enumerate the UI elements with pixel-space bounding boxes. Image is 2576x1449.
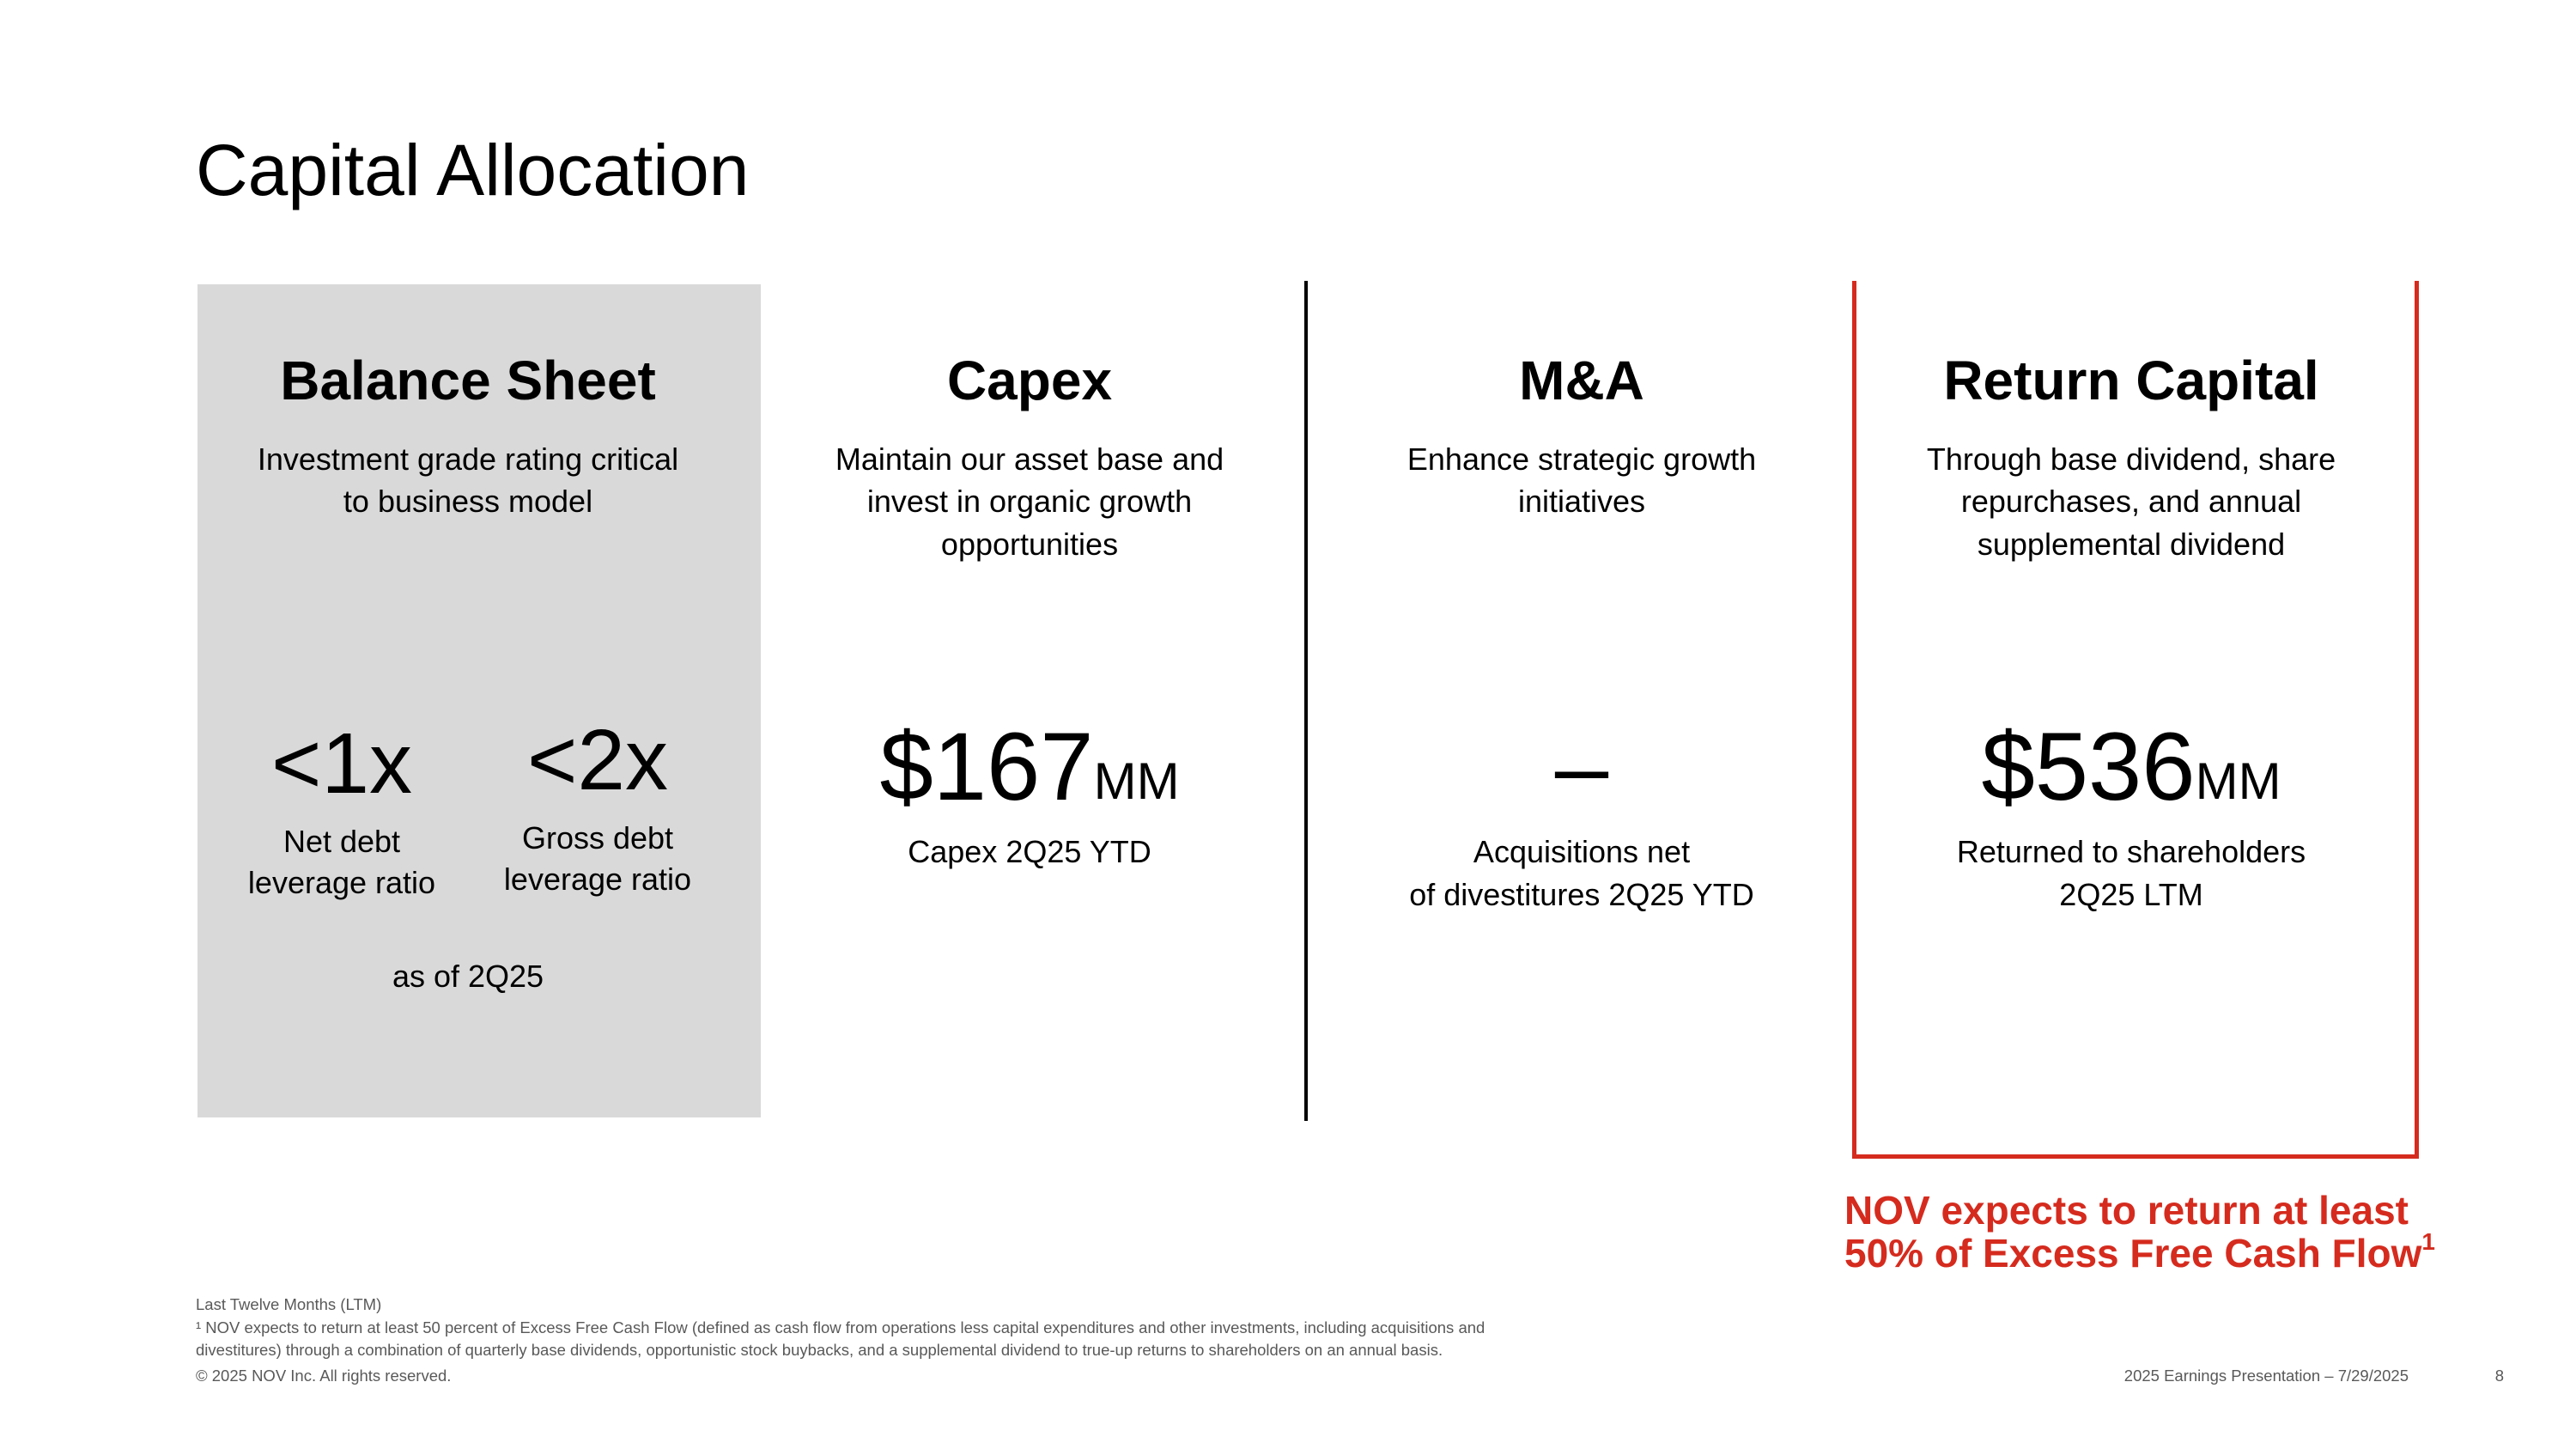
return-capital-frame — [1852, 281, 2419, 1159]
metric-label: leverage ratio — [503, 861, 692, 897]
copyright: © 2025 NOV Inc. All rights reserved. — [196, 1366, 452, 1385]
column-heading: Capex — [946, 350, 1113, 411]
callout-line: NOV expects to return at least — [1844, 1188, 2409, 1233]
column-note: as of 2Q25 — [392, 959, 544, 994]
metric-label: of divestitures 2Q25 YTD — [1409, 877, 1754, 912]
metric-label: Capex 2Q25 YTD — [908, 834, 1151, 869]
column-heading: Return Capital — [1943, 350, 2319, 411]
metric-value: $167 — [879, 713, 1094, 820]
divider — [1304, 281, 1308, 1121]
callout-superscript: 1 — [2421, 1228, 2435, 1255]
column-description: initiatives — [1517, 484, 1646, 519]
page-number: 8 — [2494, 1366, 2504, 1385]
column-description: Maintain our asset base and — [835, 441, 1224, 477]
metric-label: Acquisitions net — [1473, 834, 1691, 869]
metric-label: Net debt — [283, 824, 401, 859]
slide-title: Capital Allocation — [196, 130, 750, 210]
metric-label: Returned to shareholders — [1956, 834, 2306, 869]
footnote: ¹ NOV expects to return at least 50 perc… — [196, 1318, 1485, 1336]
presentation-info: 2025 Earnings Presentation – 7/29/2025 — [2123, 1366, 2409, 1385]
metric-label: leverage ratio — [247, 865, 436, 900]
metric-label: 2Q25 LTM — [2059, 877, 2203, 912]
column-description: Through base dividend, share — [1926, 441, 2336, 477]
column-description: opportunities — [940, 527, 1119, 562]
column-description: Enhance strategic growth — [1406, 441, 1757, 477]
metric-value: <1x — [270, 715, 413, 812]
column-description: supplemental dividend — [1977, 527, 2286, 562]
footnote: Last Twelve Months (LTM) — [196, 1294, 382, 1313]
metric-value: – — [1554, 713, 1609, 820]
column-description: Investment grade rating critical — [257, 441, 679, 477]
column-description: invest in organic growth — [866, 484, 1193, 519]
column-heading: M&A — [1519, 350, 1644, 411]
column-heading: Balance Sheet — [280, 350, 656, 411]
column-description: repurchases, and annual — [1960, 484, 2302, 519]
column-description: to business model — [343, 484, 593, 519]
metric-unit: MM — [1093, 752, 1180, 810]
metric-unit: MM — [2195, 752, 2281, 810]
metric-value: $536 — [1981, 713, 2196, 820]
callout-line: 50% of Excess Free Cash Flow — [1844, 1231, 2422, 1275]
footnote: divestitures) through a combination of q… — [196, 1340, 1443, 1359]
balance-sheet-panel — [197, 284, 761, 1117]
metric-value: <2x — [526, 712, 669, 808]
metric-label: Gross debt — [521, 820, 674, 855]
